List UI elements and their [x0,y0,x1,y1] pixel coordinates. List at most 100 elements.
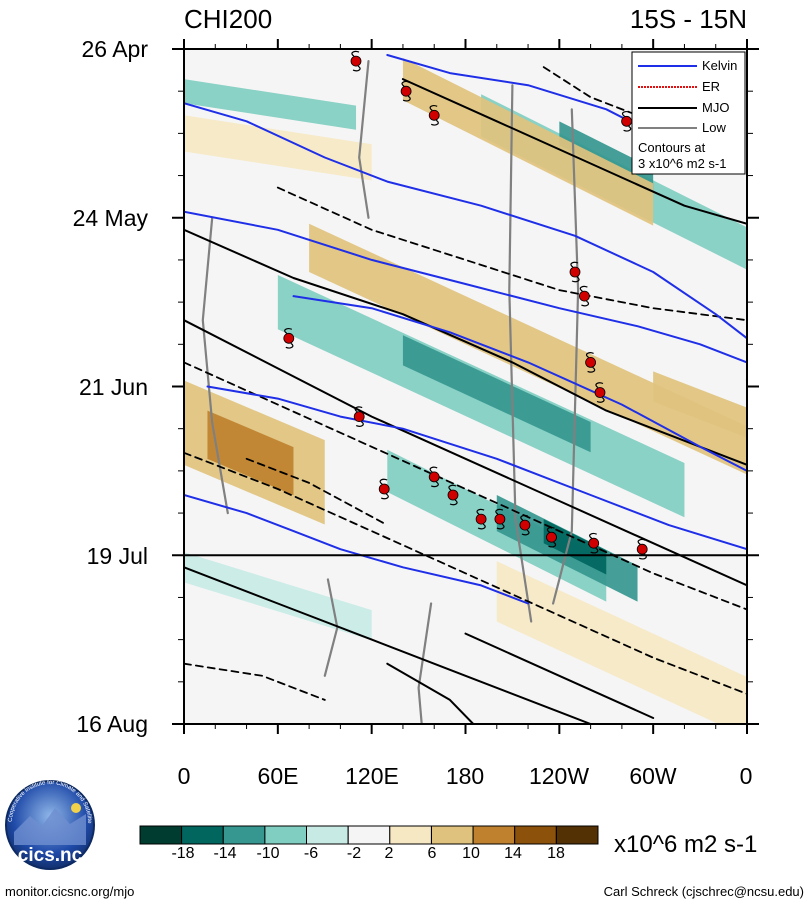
logo-text: cics.nc [18,845,83,866]
colorbar: -18 -14 -10 -6 -2 2 6 10 14 18 x10^6 m2 … [139,825,757,862]
kelvin-contour [184,210,747,364]
storm-markers [283,50,648,560]
storm-marker-icon [353,406,365,427]
storm-marker-arm [430,481,439,488]
storm-marker-icon [588,532,600,554]
mjo-contour-dashed [542,66,717,135]
storm-marker-core [428,471,440,483]
storm-marker-icon [621,111,632,132]
colorbar-cell [264,825,307,845]
anomaly-band [402,335,591,453]
logo-ring-text: Cooperative Institute for Climate and Sa… [0,0,92,824]
kelvin-contour [184,494,530,605]
low-contour [551,108,580,605]
storm-marker-arm [429,466,438,473]
colorbar-cell [514,825,557,845]
storm-marker-core [519,519,531,531]
y-tick-label-0: 26 Apr [82,36,149,62]
storm-marker-core [494,513,506,525]
mjo-contour [184,566,592,724]
anomaly-shading [184,58,747,724]
x-tick-label-0: 0 [178,763,191,789]
low-contour [417,602,433,724]
x-tick-label-4: 120W [529,763,589,789]
legend: Kelvin ER MJO Low Contours at 3 x10^6 m2… [631,51,746,175]
storm-marker-arm [379,478,388,485]
storm-marker-arm [570,261,579,268]
storm-marker-arm [401,80,410,87]
storm-marker-icon [283,328,295,349]
storm-marker-icon [428,105,440,126]
storm-marker-icon [400,80,412,102]
storm-marker-arm [571,276,580,283]
storm-marker-icon [636,538,648,560]
anomaly-band [184,115,372,181]
colorbar-cells [139,825,599,845]
storm-marker-arm [637,538,646,545]
low-contour [508,84,533,623]
footer-url: monitor.cicsnc.org/mjo [5,884,134,899]
storm-marker-arm [355,421,364,427]
mjo-contour [464,632,655,719]
storm-marker-core [350,55,362,67]
anomaly-band [184,79,357,130]
storm-marker-arm [579,285,588,292]
legend-box [631,51,746,175]
storm-marker-arm [596,396,605,403]
colorbar-label-4: -2 [347,845,361,862]
mjo-contour-dashed [276,186,747,322]
storm-marker-core [621,115,632,127]
mjo-contour-dashed [245,457,389,526]
storm-marker-arm [476,508,485,515]
mjo-contour-dashed [184,361,747,611]
colorbar-label-7: 10 [462,845,480,862]
x-tick-label-6: 0 [740,763,753,789]
storm-marker-core [378,483,390,495]
colorbar-cell [431,825,474,845]
y-tick-label-1: 24 May [73,205,149,231]
kelvin-contour [386,54,655,135]
storm-marker-arm [477,523,486,530]
logo-sun [71,803,81,813]
storm-marker-arm [352,65,361,72]
storm-marker-arm [595,382,604,389]
low-contour [323,578,339,677]
storm-marker-arm [495,508,504,515]
anomaly-band [184,552,372,641]
anomaly-band [543,519,607,575]
storm-marker-core [594,387,606,398]
colorbar-cell [306,825,349,845]
mjo-contour [386,662,475,724]
storm-marker-arm [448,484,457,491]
mjo-contour [401,78,747,225]
storm-marker-arm [546,526,555,533]
storm-marker-arm [449,499,458,506]
colorbar-cell [139,825,183,845]
storm-marker-arm [496,523,505,530]
storm-marker-icon [494,508,506,530]
colorbar-cell [347,825,391,845]
storm-marker-arm [548,541,557,548]
storm-marker-arm [621,111,630,117]
mjo-contour-dashed [184,451,747,695]
storm-marker-arm [284,328,293,334]
storm-marker-arm [351,50,360,57]
x-axis: 0 60E 120E 180 120W 60W 0 [178,763,753,789]
legend-label-low: Low [702,120,726,135]
anomaly-band [653,371,747,438]
colorbar-units: x10^6 m2 s-1 [614,831,757,858]
colorbar-label-2: -10 [256,845,279,862]
y-tick-label-2: 21 Jun [79,374,148,400]
storm-marker-arm [587,366,596,373]
storm-marker-core [588,537,600,549]
storm-marker-icon [447,484,459,506]
storm-marker-icon [546,526,557,548]
storm-marker-arm [430,119,439,126]
low-contour [201,216,229,515]
storm-marker-arm [380,493,389,500]
storm-marker-arm [521,529,530,536]
legend-note-line2: 3 x10^6 m2 s-1 [638,156,726,171]
storm-marker-arm [402,95,411,102]
anomaly-band [402,58,654,226]
colorbar-cell [222,825,266,845]
